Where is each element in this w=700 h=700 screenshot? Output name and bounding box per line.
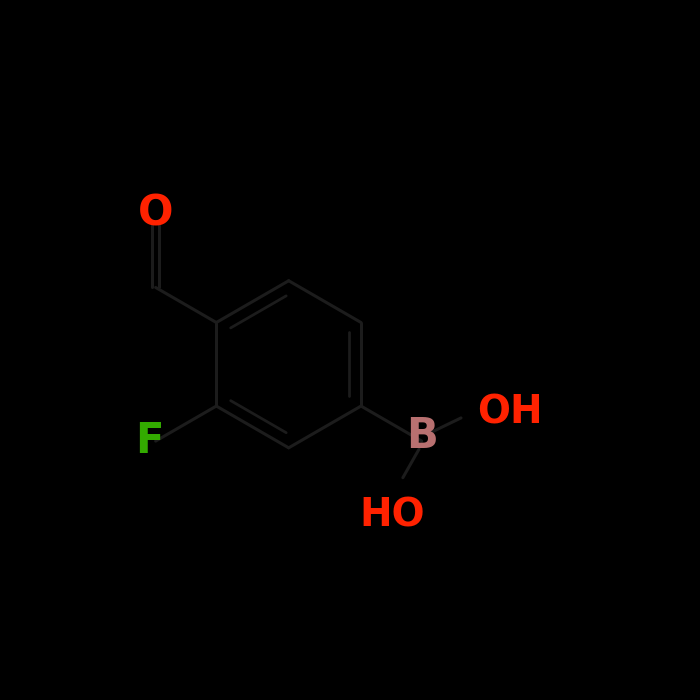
Text: OH: OH [477,393,542,431]
Text: B: B [406,414,438,456]
Text: O: O [138,192,174,234]
Text: HO: HO [359,496,425,535]
Text: F: F [135,420,163,462]
